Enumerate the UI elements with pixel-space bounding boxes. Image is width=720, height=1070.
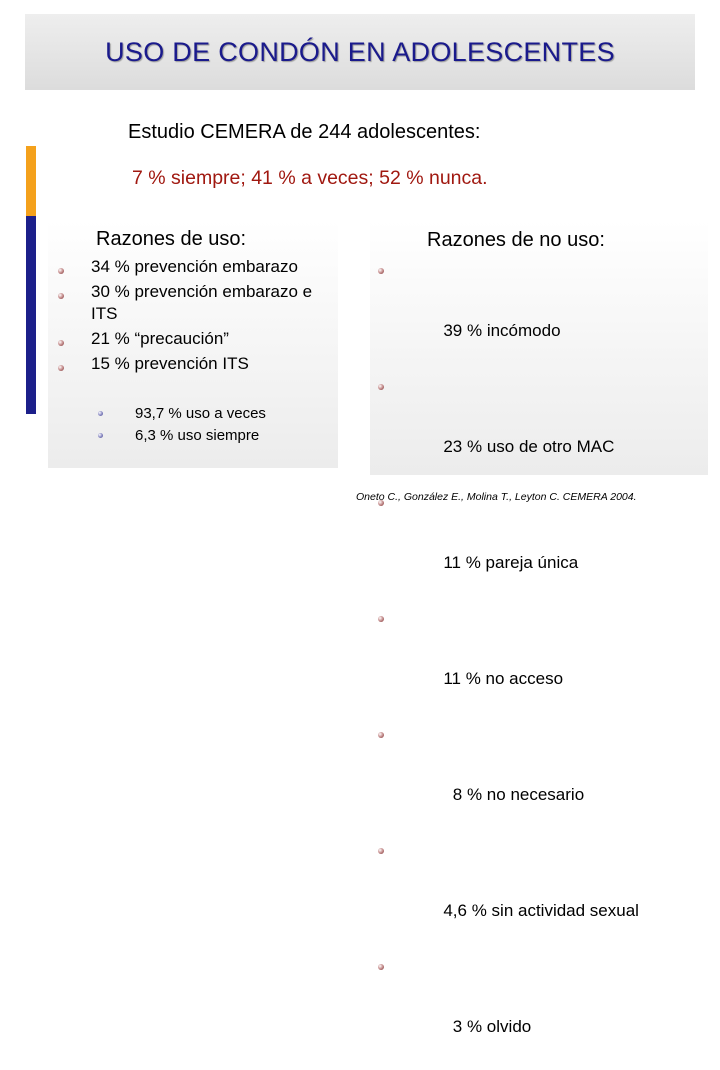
accent-bar-orange	[26, 146, 36, 216]
bullet-icon	[58, 340, 64, 346]
list-item-text: 11 % pareja única	[443, 553, 579, 572]
list-item-text: 30 % prevención embarazo e ITS	[91, 282, 313, 323]
list-item: 4,6 % sin actividad sexual	[378, 838, 698, 954]
list-item-text: 23 % uso de otro MAC	[443, 437, 615, 456]
bullet-icon	[58, 293, 64, 299]
list-item: 11 % no acceso	[378, 606, 698, 722]
list-item-text: 39 % incómodo	[443, 321, 561, 340]
reasons-use-list: 34 % prevención embarazo 30 % prevención…	[58, 256, 328, 375]
bullet-icon	[98, 411, 103, 416]
list-item-text: 3 % olvido	[443, 1017, 532, 1036]
list-item: 15 % prevención ITS	[58, 353, 328, 375]
study-line: Estudio CEMERA de 244 adolescentes:	[128, 121, 481, 143]
bullet-icon	[378, 964, 384, 970]
list-item-text: 11 % no acceso	[443, 669, 564, 688]
stats-line: 7 % siempre; 41 % a veces; 52 % nunca.	[132, 167, 488, 189]
list-item: 23 % uso de otro MAC	[378, 374, 698, 490]
slide-title: USO DE CONDÓN EN ADOLESCENTES	[105, 36, 615, 67]
title-bar: USO DE CONDÓN EN ADOLESCENTES	[25, 14, 695, 90]
list-item: 3 % olvido	[378, 954, 698, 1070]
list-item: 34 % prevención embarazo	[58, 256, 328, 278]
list-item-text: 6,3 % uso siempre	[135, 427, 260, 444]
list-item: 6,3 % uso siempre	[98, 425, 338, 447]
accent-bar-navy	[26, 216, 36, 414]
list-item-text: 8 % no necesario	[443, 785, 585, 804]
list-item-text: 4,6 % sin actividad sexual	[443, 901, 639, 920]
bullet-icon	[378, 268, 384, 274]
list-item: 8 % no necesario	[378, 722, 698, 838]
bullet-icon	[58, 365, 64, 371]
list-item: 11 % pareja única	[378, 490, 698, 606]
panel-heading: Razones de uso:	[96, 228, 247, 250]
panel-heading: Razones de no uso:	[427, 229, 605, 251]
list-item: 93,7 % uso a veces	[98, 403, 338, 425]
list-item: 39 % incómodo	[378, 258, 698, 374]
list-item-text: 15 % prevención ITS	[91, 354, 249, 373]
citation: Oneto C., González E., Molina T., Leyton…	[356, 491, 637, 503]
list-item: 30 % prevención embarazo e ITS	[58, 281, 328, 325]
bullet-icon	[378, 500, 384, 506]
bullet-icon	[98, 433, 103, 438]
list-item-text: 34 % prevención embarazo	[91, 257, 298, 276]
bullet-icon	[58, 268, 64, 274]
bullet-icon	[378, 732, 384, 738]
list-item-text: 21 % “precaución”	[91, 329, 229, 348]
bullet-icon	[378, 384, 384, 390]
bullet-icon	[378, 616, 384, 622]
panel-reasons-use: Razones de uso: 34 % prevención embarazo…	[48, 220, 338, 468]
list-item-text: 93,7 % uso a veces	[135, 405, 266, 422]
reasons-no-use-list: 39 % incómodo 23 % uso de otro MAC 11 % …	[378, 258, 698, 1070]
panel-reasons-no-use: Razones de no uso: 39 % incómodo 23 % us…	[370, 220, 708, 1036]
bullet-icon	[378, 848, 384, 854]
usage-frequency-list: 93,7 % uso a veces 6,3 % uso siempre	[98, 403, 338, 447]
list-item: 21 % “precaución”	[58, 328, 328, 350]
